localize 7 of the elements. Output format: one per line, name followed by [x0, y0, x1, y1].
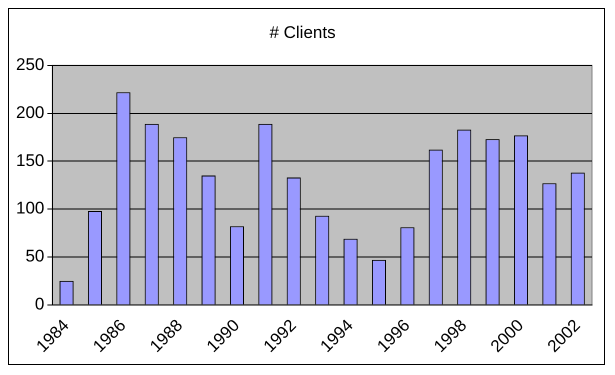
y-tick-label: 50	[25, 246, 44, 266]
y-tick-label: 200	[16, 102, 44, 122]
y-tick-label: 0	[34, 294, 44, 314]
y-tick-label: 100	[16, 198, 44, 218]
y-tick-label: 250	[16, 55, 44, 74]
y-tick-label: 150	[16, 150, 44, 170]
chart-title: # Clients	[269, 22, 336, 42]
